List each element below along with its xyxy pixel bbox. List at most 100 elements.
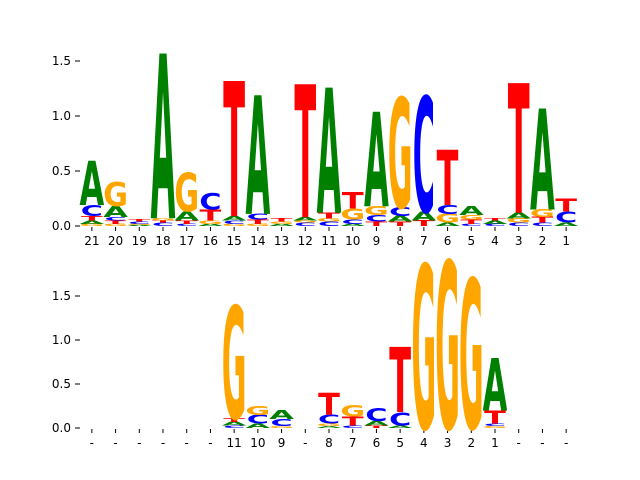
x-tick-label: 13 [274,234,289,248]
logo-letter-a: A [317,54,342,254]
x-tick-label: 9 [278,436,286,450]
logo-letter-t: T [389,221,411,228]
x-tick-label: 2 [539,234,547,248]
logo-letter-c: C [105,217,127,222]
logo-letter-c: C [413,64,435,249]
logo-letter-a: A [246,63,271,253]
x-tick-label: 20 [108,234,123,248]
logo-letter-g: G [293,220,318,224]
logo-letter-t: T [176,220,198,225]
logo-letter-a: A [506,211,531,220]
logo-letter-c: C [223,425,245,429]
x-tick-label: 3 [444,436,452,450]
x-tick-label: 11 [227,436,242,450]
logo-letter-t: T [105,220,127,225]
logo-letter-c: C [342,425,364,429]
logo-letter-a: A [246,423,271,430]
logo-letter-c: C [436,203,458,217]
logo-letter-t: T [366,425,388,429]
logo-letter-g: G [411,221,436,480]
x-tick-label: - [517,436,521,450]
logo-letter-c: C [223,220,245,225]
logo-letter-g: G [317,423,342,427]
logo-letter-c: C [128,221,150,225]
logo-letter-t: T [247,219,269,226]
logo-letter-t: T [484,218,507,221]
logo-letter-t: T [128,219,151,222]
logo-letter-t: T [389,330,411,434]
logo-letter-t: T [318,211,340,220]
logo-letter-t: T [437,135,459,224]
logo-letter-c: C [365,213,387,224]
x-tick-label: 7 [420,234,428,248]
x-tick-label: 6 [373,436,381,450]
x-tick-label: 21 [84,234,99,248]
logo-letter-g: G [127,224,152,226]
logo-letter-g: G [198,220,223,225]
logo-letter-a: A [198,223,223,226]
logo-letter-g: G [340,402,365,420]
logo-letter-a: A [388,425,413,429]
x-tick-label: 8 [325,436,333,450]
logo-letter-c: C [342,219,364,226]
logo-letter-g: G [245,223,270,227]
x-tick-label: - [208,436,212,450]
logo-letter-a: A [174,210,199,224]
logo-letter-a: A [269,408,294,422]
logo-letter-g: G [506,217,531,224]
logo-letter-t: T [318,388,340,423]
logo-letter-g: G [435,215,460,480]
x-tick-label: 15 [227,234,242,248]
logo-letter-t: T [200,207,222,225]
x-tick-label: - [540,436,544,450]
logo-letter-a: A [80,150,105,220]
logo-letter-a: A [483,344,508,428]
logo-letter-a: A [364,420,389,427]
logo-letter-g: G [269,221,294,225]
logo-letter-g: G [151,218,176,222]
logo-letter-c: C [152,222,174,227]
logo-letter-t: T [508,49,530,256]
logo-letter-a: A [554,222,579,227]
x-tick-label: 11 [321,234,336,248]
logo-letter-a: A [127,225,152,227]
logo-letter-t: T [271,218,293,223]
x-tick-label: 7 [349,436,357,450]
logo-letter-g: G [530,208,555,220]
logo-letter-a: A [412,210,437,224]
logo-letter-c: C [508,222,530,227]
logo-letter-g: G [459,238,484,477]
logo-letter-a: A [483,220,508,225]
logo-letter-c: C [81,202,103,220]
logo-letter-t: T [81,215,103,222]
logo-letter-t: T [223,418,245,423]
logo-letter-t: T [532,216,554,225]
x-tick-label: 10 [250,436,265,450]
logo-letter-t: T [342,187,364,214]
logo-letter-a: A [530,81,555,242]
x-tick-label: - [161,436,165,450]
logo-letter-t: T [460,219,482,226]
y-tick-label: 1.0 [52,109,71,123]
y-tick-label: 0.0 [52,219,71,233]
x-tick-label: 1 [491,436,499,450]
logo-letter-a: A [340,223,365,226]
x-tick-label: 2 [467,436,475,450]
x-tick-label: 14 [250,234,265,248]
logo-letter-g: G [103,223,128,227]
logo-letter-t: T [484,408,506,429]
logo-letter-t: T [342,414,364,428]
logo-letter-g: G [483,426,508,429]
x-tick-label: 3 [515,234,523,248]
logo-letter-a: A [317,426,342,429]
x-tick-label: 16 [203,234,218,248]
y-tick-label: 0.0 [52,421,71,435]
logo-letter-a: A [459,204,484,218]
logo-letter-g: G [103,177,128,215]
logo-letter-c: C [294,222,316,227]
logo-letter-a: A [388,215,413,224]
logo-letter-c: C [389,409,411,430]
x-tick-label: 4 [420,436,428,450]
